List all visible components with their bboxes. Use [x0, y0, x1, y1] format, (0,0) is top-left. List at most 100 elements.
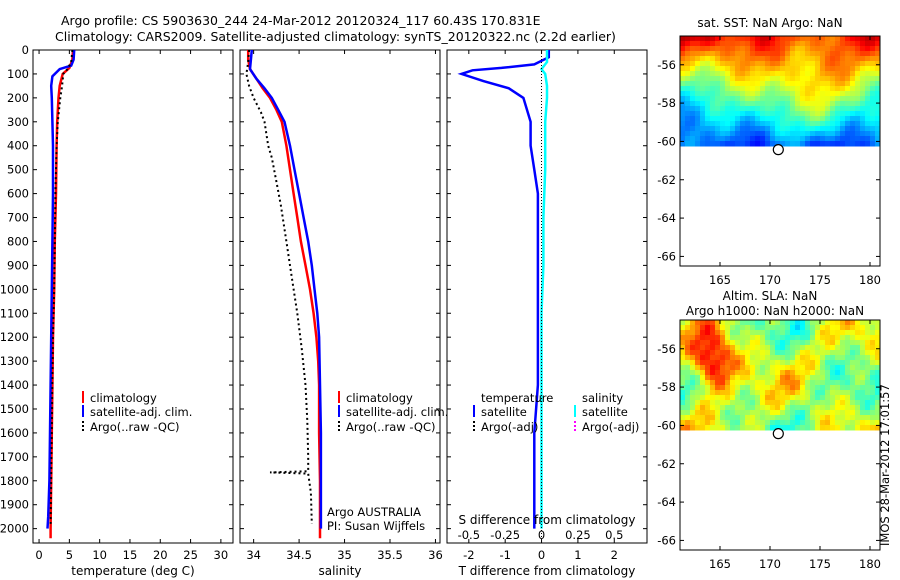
heatmap-cell [845, 335, 851, 341]
heatmap-cell [860, 101, 866, 107]
heatmap-cell [710, 96, 716, 102]
heatmap-cell [835, 51, 841, 57]
heatmap-cell [745, 415, 751, 421]
heatmap-cell [740, 101, 746, 107]
heatmap-cell [725, 51, 731, 57]
heatmap-cell [855, 111, 861, 117]
heatmap-cell [710, 345, 716, 351]
heatmap-cell [730, 81, 736, 87]
heatmap-cell [765, 385, 771, 391]
heatmap-cell [875, 330, 880, 336]
heatmap-cell [680, 380, 686, 386]
heatmap-cell [785, 335, 791, 341]
heatmap-cell [785, 365, 791, 371]
difference-panel [446, 49, 648, 544]
heatmap-cell [685, 81, 691, 87]
heatmap-cell [715, 365, 721, 371]
heatmap-cell [840, 136, 846, 142]
heatmap-cell [725, 106, 731, 112]
heatmap-cell [770, 375, 776, 381]
heatmap-cell [730, 400, 736, 406]
heatmap-cell [680, 141, 686, 147]
heatmap-cell [760, 81, 766, 87]
heatmap-cell [725, 111, 731, 117]
heatmap-cell [795, 76, 801, 82]
heatmap-cell [775, 91, 781, 97]
heatmap-cell [790, 400, 796, 406]
heatmap-cell [785, 390, 791, 396]
heatmap-cell [760, 420, 766, 426]
heatmap-cell [750, 76, 756, 82]
heatmap-cell [815, 36, 821, 42]
heatmap-cell [775, 395, 781, 401]
heatmap-cell [700, 385, 706, 391]
heatmap-cell [825, 61, 831, 67]
heatmap-cell [820, 126, 826, 132]
heatmap-cell [825, 425, 831, 431]
heatmap-cell [870, 81, 876, 87]
heatmap-cell [875, 116, 880, 122]
heatmap-cell [855, 141, 861, 147]
heatmap-cell [775, 360, 781, 366]
heatmap-cell [705, 415, 711, 421]
heatmap-cell [780, 86, 786, 92]
heatmap-cell [775, 390, 781, 396]
heatmap-cell [695, 390, 701, 396]
x-tick-label: 36 [428, 548, 443, 562]
heatmap-cell [805, 410, 811, 416]
heatmap-cell [690, 86, 696, 92]
heatmap-cell [875, 91, 880, 97]
heatmap-cell [830, 385, 836, 391]
heatmap-cell [770, 71, 776, 77]
heatmap-cell [755, 420, 761, 426]
heatmap-cell [840, 400, 846, 406]
heatmap-cell [725, 86, 731, 92]
heatmap-cell [725, 350, 731, 356]
heatmap-cell [695, 81, 701, 87]
heatmap-cell [700, 410, 706, 416]
heatmap-cell [735, 121, 741, 127]
heatmap-cell [825, 395, 831, 401]
heatmap-cell [690, 81, 696, 87]
heatmap-cell [700, 86, 706, 92]
sla-heatmap [680, 320, 880, 431]
heatmap-cell [720, 51, 726, 57]
heatmap-cell [790, 61, 796, 67]
heatmap-cell [705, 81, 711, 87]
heatmap-cell [870, 365, 876, 371]
heatmap-cell [730, 415, 736, 421]
heatmap-cell [690, 76, 696, 82]
heatmap-cell [810, 410, 816, 416]
heatmap-cell [685, 345, 691, 351]
heatmap-cell [760, 330, 766, 336]
heatmap-cell [825, 116, 831, 122]
heatmap-cell [825, 121, 831, 127]
heatmap-cell [795, 345, 801, 351]
heatmap-cell [810, 46, 816, 52]
heatmap-cell [720, 121, 726, 127]
heatmap-cell [740, 410, 746, 416]
heatmap-cell [775, 325, 781, 331]
heatmap-cell [720, 46, 726, 52]
heatmap-cell [700, 126, 706, 132]
heatmap-cell [800, 340, 806, 346]
x-tick-label: 2 [611, 548, 618, 562]
heatmap-cell [740, 415, 746, 421]
heatmap-cell [860, 345, 866, 351]
y-tick-label: 200 [7, 91, 29, 105]
heatmap-cell [695, 76, 701, 82]
heatmap-cell [695, 405, 701, 411]
heatmap-cell [680, 320, 686, 326]
heatmap-cell [725, 375, 731, 381]
heatmap-cell [690, 41, 696, 47]
heatmap-cell [770, 360, 776, 366]
heatmap-cell [790, 370, 796, 376]
heatmap-cell [690, 375, 696, 381]
heatmap-cell [695, 106, 701, 112]
heatmap-cell [785, 91, 791, 97]
heatmap-cell [730, 355, 736, 361]
heatmap-cell [680, 405, 686, 411]
heatmap-cell [820, 365, 826, 371]
heatmap-cell [695, 136, 701, 142]
heatmap-cell [775, 131, 781, 137]
